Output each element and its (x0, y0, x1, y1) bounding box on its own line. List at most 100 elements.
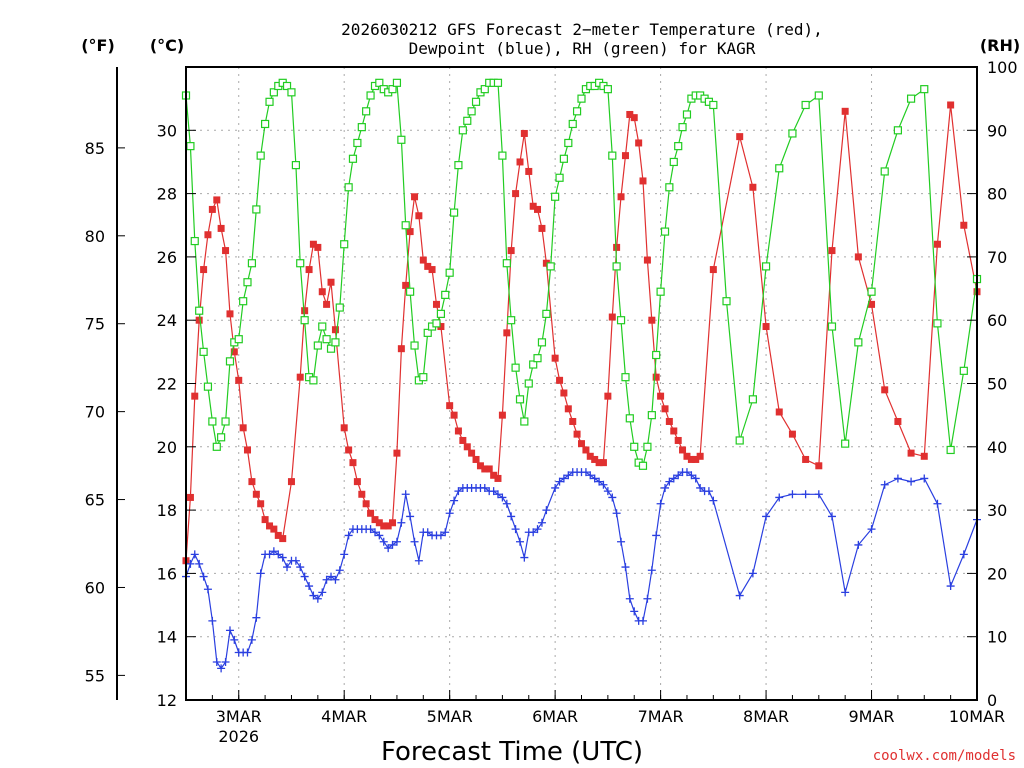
rh-point (331, 338, 340, 347)
temperature-point (679, 446, 687, 454)
temperature-series (182, 101, 981, 565)
dewpoint-point (586, 471, 595, 480)
temperature-point (301, 307, 309, 315)
x-tick-label-7MAR: 7MAR (638, 707, 684, 726)
dewpoint-point (880, 480, 889, 489)
dewpoint-point (533, 525, 542, 534)
dewpoint-point (630, 607, 639, 616)
rh-point (551, 192, 560, 201)
dewpoint-point (199, 572, 208, 581)
x-axis-title: Forecast Time (UTC) (381, 737, 643, 767)
temperature-point (309, 240, 317, 248)
rh-point (410, 341, 419, 350)
dewpoint-point (696, 483, 705, 492)
temperature-point (657, 392, 665, 400)
rh-point (234, 335, 243, 344)
dewpoint-point (313, 594, 322, 603)
rh-series (181, 78, 982, 470)
dewpoint-point (907, 477, 916, 486)
rh-point (282, 81, 292, 91)
rh-point (559, 154, 568, 163)
temperature-point (252, 490, 260, 498)
dewpoint-point (388, 540, 397, 549)
temperature-point (296, 373, 304, 381)
x-tick-label-3MAR: 3MAR (216, 707, 262, 726)
dewpoint-point (551, 483, 560, 492)
temperature-point (736, 133, 744, 141)
celsius-tick-label-18: 18 (157, 501, 177, 520)
rh-point (186, 142, 195, 151)
temperature-point (529, 202, 537, 210)
temperature-point (687, 455, 695, 463)
rh-point (748, 395, 757, 404)
temperature-point (498, 411, 506, 419)
temperature-point (274, 531, 282, 539)
dewpoint-point (441, 528, 450, 537)
rh-axis-unit: (RH) (980, 36, 1020, 55)
dewpoint-point (445, 509, 454, 518)
rh-point (507, 316, 516, 325)
dewpoint-point (252, 613, 261, 622)
temperature-point (261, 516, 269, 524)
temperature-point (318, 288, 326, 296)
dewpoint-point (265, 550, 274, 559)
temperature-point (665, 417, 673, 425)
temperature-point (191, 392, 199, 400)
temperature-point (586, 452, 594, 460)
rh-point (761, 262, 771, 271)
dewpoint-point (269, 547, 278, 556)
rh-point (546, 262, 555, 271)
temperature-point (542, 259, 550, 267)
temperature-point (248, 478, 256, 486)
rh-point (616, 316, 626, 325)
celsius-tick-label-14: 14 (157, 628, 177, 647)
rh-point (291, 161, 300, 170)
temperature-point (661, 405, 669, 413)
fahrenheit-tick-label-60: 60 (85, 578, 105, 597)
temperature-point (200, 266, 208, 274)
temperature-point (947, 101, 955, 109)
dewpoint-point (555, 477, 564, 486)
rh-point (256, 151, 265, 160)
rh-point (203, 382, 213, 391)
dewpoint-point (661, 483, 670, 492)
temperature-point (582, 446, 590, 454)
rh-point (195, 306, 204, 315)
dewpoint-point (893, 474, 902, 483)
dewpoint-point (638, 616, 647, 625)
rh-point (449, 208, 459, 217)
rh-point (568, 119, 577, 129)
x-tick-sublabel-3MAR: 2026 (218, 727, 259, 746)
dewpoint-point (704, 487, 713, 496)
temperature-point (868, 300, 876, 308)
dewpoint-point (946, 582, 955, 591)
temperature-point (881, 386, 889, 394)
dewpoint-point (401, 490, 410, 499)
rh-point (906, 94, 916, 103)
rh-point (217, 433, 226, 442)
temperature-point (573, 430, 581, 438)
dewpoint-point (507, 512, 516, 521)
temperature-point (411, 193, 419, 201)
dewpoint-point (370, 528, 379, 537)
temperature-point (367, 509, 375, 517)
x-tick-label-6MAR: 6MAR (532, 707, 578, 726)
temperature-point (608, 313, 616, 321)
rh-point (313, 341, 322, 350)
temperature-point (243, 446, 251, 454)
temperature-point (481, 465, 489, 473)
chart-title-line2: Dewpoint (blue), RH (green) for KAGR (409, 39, 756, 58)
temperature-point (512, 190, 520, 198)
fahrenheit-tick-label-75: 75 (85, 315, 105, 334)
rh-point (612, 262, 621, 271)
temperature-point (516, 158, 524, 166)
temperature-point (551, 354, 559, 362)
dewpoint-point (493, 490, 502, 499)
temperature-point (652, 373, 660, 381)
rh-point (630, 442, 639, 451)
rh-point (537, 338, 547, 347)
dewpoint-point (617, 537, 626, 546)
dewpoint-point (208, 616, 217, 625)
dewpoint-point (375, 531, 384, 540)
